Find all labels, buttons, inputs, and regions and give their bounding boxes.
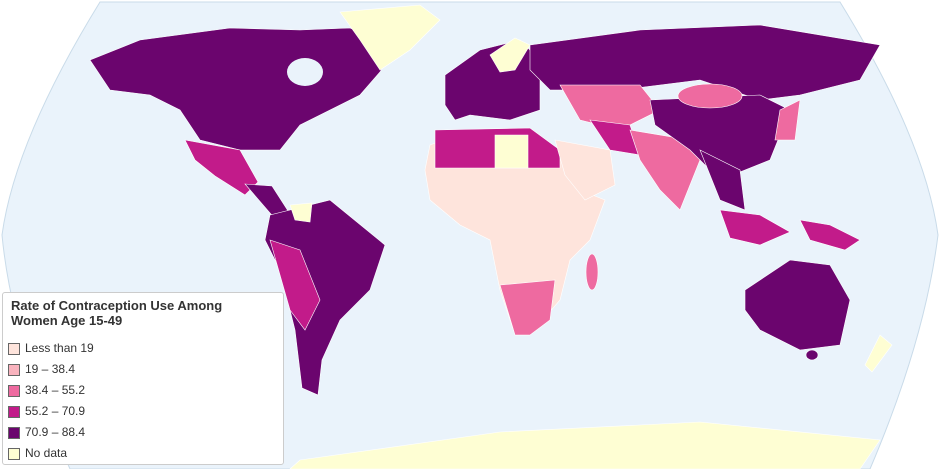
venezuela (289, 202, 313, 223)
legend-title: Rate of Contraception Use Among Women Ag… (11, 298, 223, 328)
madagascar (585, 253, 599, 291)
mongolia (677, 83, 743, 109)
southern-africa (499, 279, 556, 336)
legend-item: 38.4 – 55.2 (8, 383, 85, 397)
scandinavia (489, 37, 531, 73)
legend-swatch (8, 342, 20, 355)
southeast-asia (699, 149, 746, 211)
tasmania (805, 349, 819, 361)
china (649, 94, 791, 181)
andes (269, 239, 321, 331)
legend-label: No data (25, 446, 68, 460)
hudson-bay (287, 58, 323, 86)
legend-item: No data (8, 446, 67, 460)
legend-swatch (8, 447, 20, 460)
legend-label: 19 – 38.4 (25, 362, 76, 376)
legend-item: 70.9 – 88.4 (8, 425, 85, 439)
legend-swatch (8, 363, 20, 376)
australia (744, 259, 851, 351)
mexico (184, 139, 259, 196)
north-america (89, 27, 396, 151)
legend: Rate of Contraception Use Among Women Ag… (2, 292, 284, 465)
antarctica (289, 421, 881, 469)
japan (774, 99, 801, 141)
legend-swatch (8, 426, 20, 439)
indonesia (719, 209, 861, 251)
legend-item: Less than 19 (8, 341, 94, 355)
legend-label: Less than 19 (25, 341, 94, 355)
legend-item: 19 – 38.4 (8, 362, 75, 376)
new-zealand (864, 334, 893, 373)
libya (494, 134, 529, 169)
legend-label: 38.4 – 55.2 (25, 383, 86, 397)
legend-swatch (8, 384, 20, 397)
legend-label: 70.9 – 88.4 (25, 425, 86, 439)
russia (529, 24, 881, 101)
legend-item: 55.2 – 70.9 (8, 404, 85, 418)
greenland (339, 4, 441, 71)
legend-swatch (8, 405, 20, 418)
central-asia (559, 84, 661, 131)
legend-label: 55.2 – 70.9 (25, 404, 86, 418)
middle-east (554, 139, 616, 201)
